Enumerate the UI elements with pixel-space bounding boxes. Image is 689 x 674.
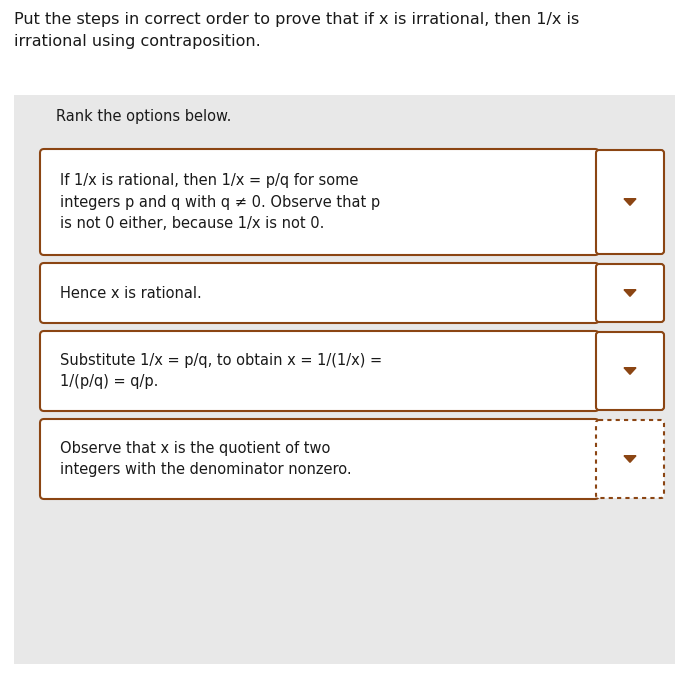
Text: Put the steps in correct order to prove that if x is irrational, then 1/x is: Put the steps in correct order to prove … — [14, 12, 579, 27]
FancyBboxPatch shape — [40, 263, 599, 323]
Text: If 1/x is rational, then 1/x = p/q for some
integers p and q with q ≠ 0. Observe: If 1/x is rational, then 1/x = p/q for s… — [60, 173, 380, 231]
Text: Hence x is rational.: Hence x is rational. — [60, 286, 202, 301]
FancyBboxPatch shape — [596, 332, 664, 410]
Polygon shape — [624, 368, 636, 374]
Text: irrational using contraposition.: irrational using contraposition. — [14, 34, 260, 49]
FancyBboxPatch shape — [40, 149, 599, 255]
FancyBboxPatch shape — [14, 95, 675, 664]
FancyBboxPatch shape — [40, 331, 599, 411]
Text: Observe that x is the quotient of two
integers with the denominator nonzero.: Observe that x is the quotient of two in… — [60, 441, 351, 477]
Polygon shape — [624, 290, 636, 297]
Text: Rank the options below.: Rank the options below. — [56, 109, 232, 124]
Text: Substitute 1/x = p/q, to obtain x = 1/(1/x) =
1/(p/q) = q/p.: Substitute 1/x = p/q, to obtain x = 1/(1… — [60, 353, 382, 390]
Polygon shape — [624, 199, 636, 206]
FancyBboxPatch shape — [596, 264, 664, 322]
Polygon shape — [624, 456, 636, 462]
FancyBboxPatch shape — [40, 419, 599, 499]
FancyBboxPatch shape — [596, 150, 664, 254]
FancyBboxPatch shape — [596, 420, 664, 498]
